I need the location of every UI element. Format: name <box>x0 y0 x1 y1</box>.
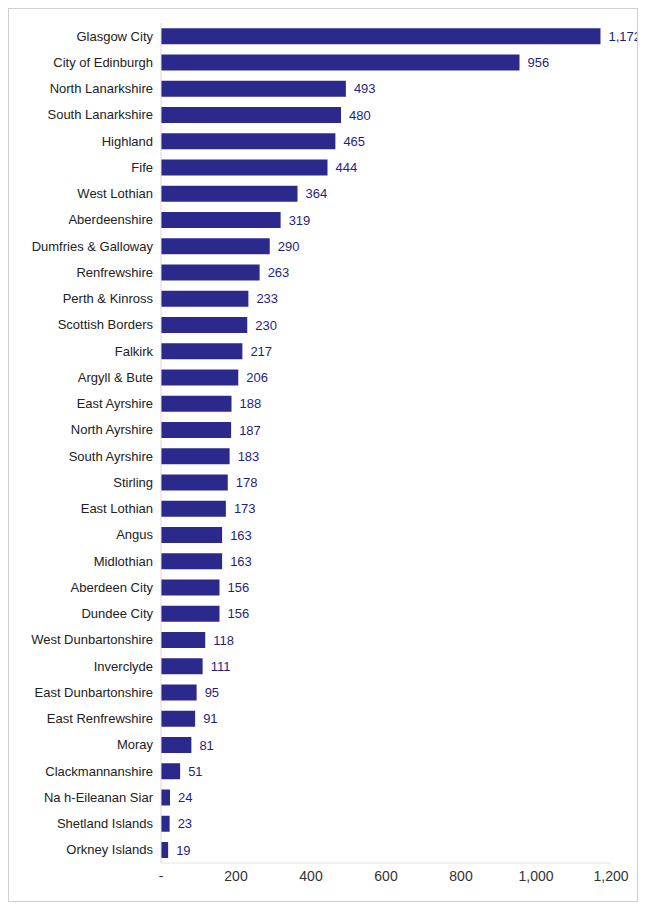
svg-text:Renfrewshire: Renfrewshire <box>76 265 153 280</box>
svg-text:Na h-Eileanan Siar: Na h-Eileanan Siar <box>44 790 154 805</box>
svg-text:Highland: Highland <box>102 134 153 149</box>
svg-text:24: 24 <box>178 790 192 805</box>
svg-text:111: 111 <box>211 659 231 674</box>
svg-text:465: 465 <box>343 134 365 149</box>
svg-text:290: 290 <box>278 239 300 254</box>
svg-text:1,172: 1,172 <box>609 29 638 44</box>
svg-text:364: 364 <box>306 186 328 201</box>
svg-text:156: 156 <box>228 606 250 621</box>
svg-text:-: - <box>159 868 164 884</box>
svg-text:Glasgow City: Glasgow City <box>76 29 153 44</box>
svg-text:81: 81 <box>199 738 213 753</box>
svg-text:173: 173 <box>234 501 256 516</box>
svg-text:Midlothian: Midlothian <box>94 554 153 569</box>
svg-text:East Ayrshire: East Ayrshire <box>77 396 153 411</box>
svg-text:Falkirk: Falkirk <box>115 344 154 359</box>
svg-text:Dumfries & Galloway: Dumfries & Galloway <box>32 239 154 254</box>
svg-text:319: 319 <box>289 213 311 228</box>
svg-text:Angus: Angus <box>116 527 153 542</box>
svg-text:Perth & Kinross: Perth & Kinross <box>63 291 154 306</box>
svg-text:163: 163 <box>230 554 252 569</box>
svg-text:400: 400 <box>299 868 323 884</box>
svg-text:200: 200 <box>224 868 248 884</box>
svg-text:230: 230 <box>255 318 277 333</box>
svg-text:800: 800 <box>449 868 473 884</box>
svg-text:Aberdeen City: Aberdeen City <box>71 580 154 595</box>
svg-text:23: 23 <box>178 816 192 831</box>
svg-text:183: 183 <box>238 449 260 464</box>
svg-text:Clackmannanshire: Clackmannanshire <box>45 764 153 779</box>
svg-text:City of Edinburgh: City of Edinburgh <box>53 55 153 70</box>
svg-text:956: 956 <box>528 55 550 70</box>
svg-text:Shetland Islands: Shetland Islands <box>57 816 154 831</box>
svg-text:480: 480 <box>349 108 371 123</box>
svg-text:163: 163 <box>230 528 252 543</box>
svg-text:Orkney Islands: Orkney Islands <box>66 842 153 857</box>
svg-text:North Ayrshire: North Ayrshire <box>71 422 153 437</box>
svg-text:Moray: Moray <box>117 737 154 752</box>
svg-text:Inverclyde: Inverclyde <box>94 659 153 674</box>
svg-text:493: 493 <box>354 81 376 96</box>
svg-text:1,000: 1,000 <box>518 868 553 884</box>
svg-text:Fife: Fife <box>131 160 153 175</box>
svg-text:444: 444 <box>336 160 358 175</box>
svg-text:South Ayrshire: South Ayrshire <box>69 449 153 464</box>
svg-text:188: 188 <box>240 396 262 411</box>
svg-text:233: 233 <box>256 291 278 306</box>
svg-text:Stirling: Stirling <box>113 475 153 490</box>
svg-text:Argyll & Bute: Argyll & Bute <box>78 370 153 385</box>
svg-text:East Lothian: East Lothian <box>81 501 153 516</box>
svg-text:217: 217 <box>250 344 272 359</box>
svg-text:West Dunbartonshire: West Dunbartonshire <box>31 632 153 647</box>
svg-text:East Renfrewshire: East Renfrewshire <box>47 711 153 726</box>
svg-text:Dundee City: Dundee City <box>81 606 153 621</box>
svg-text:West Lothian: West Lothian <box>77 186 153 201</box>
svg-text:East Dunbartonshire: East Dunbartonshire <box>34 685 153 700</box>
svg-text:1,200: 1,200 <box>593 868 628 884</box>
svg-text:51: 51 <box>188 764 202 779</box>
svg-text:Scottish Borders: Scottish Borders <box>58 317 154 332</box>
svg-text:Aberdeenshire: Aberdeenshire <box>68 212 153 227</box>
svg-text:North Lanarkshire: North Lanarkshire <box>50 81 153 96</box>
svg-text:600: 600 <box>374 868 398 884</box>
svg-text:19: 19 <box>176 843 190 858</box>
svg-text:South Lanarkshire: South Lanarkshire <box>47 107 153 122</box>
svg-text:178: 178 <box>236 475 258 490</box>
svg-text:156: 156 <box>228 580 250 595</box>
svg-text:95: 95 <box>205 685 219 700</box>
svg-text:91: 91 <box>203 711 217 726</box>
svg-text:187: 187 <box>239 423 261 438</box>
svg-text:118: 118 <box>213 633 234 648</box>
svg-text:263: 263 <box>268 265 290 280</box>
svg-text:206: 206 <box>246 370 268 385</box>
